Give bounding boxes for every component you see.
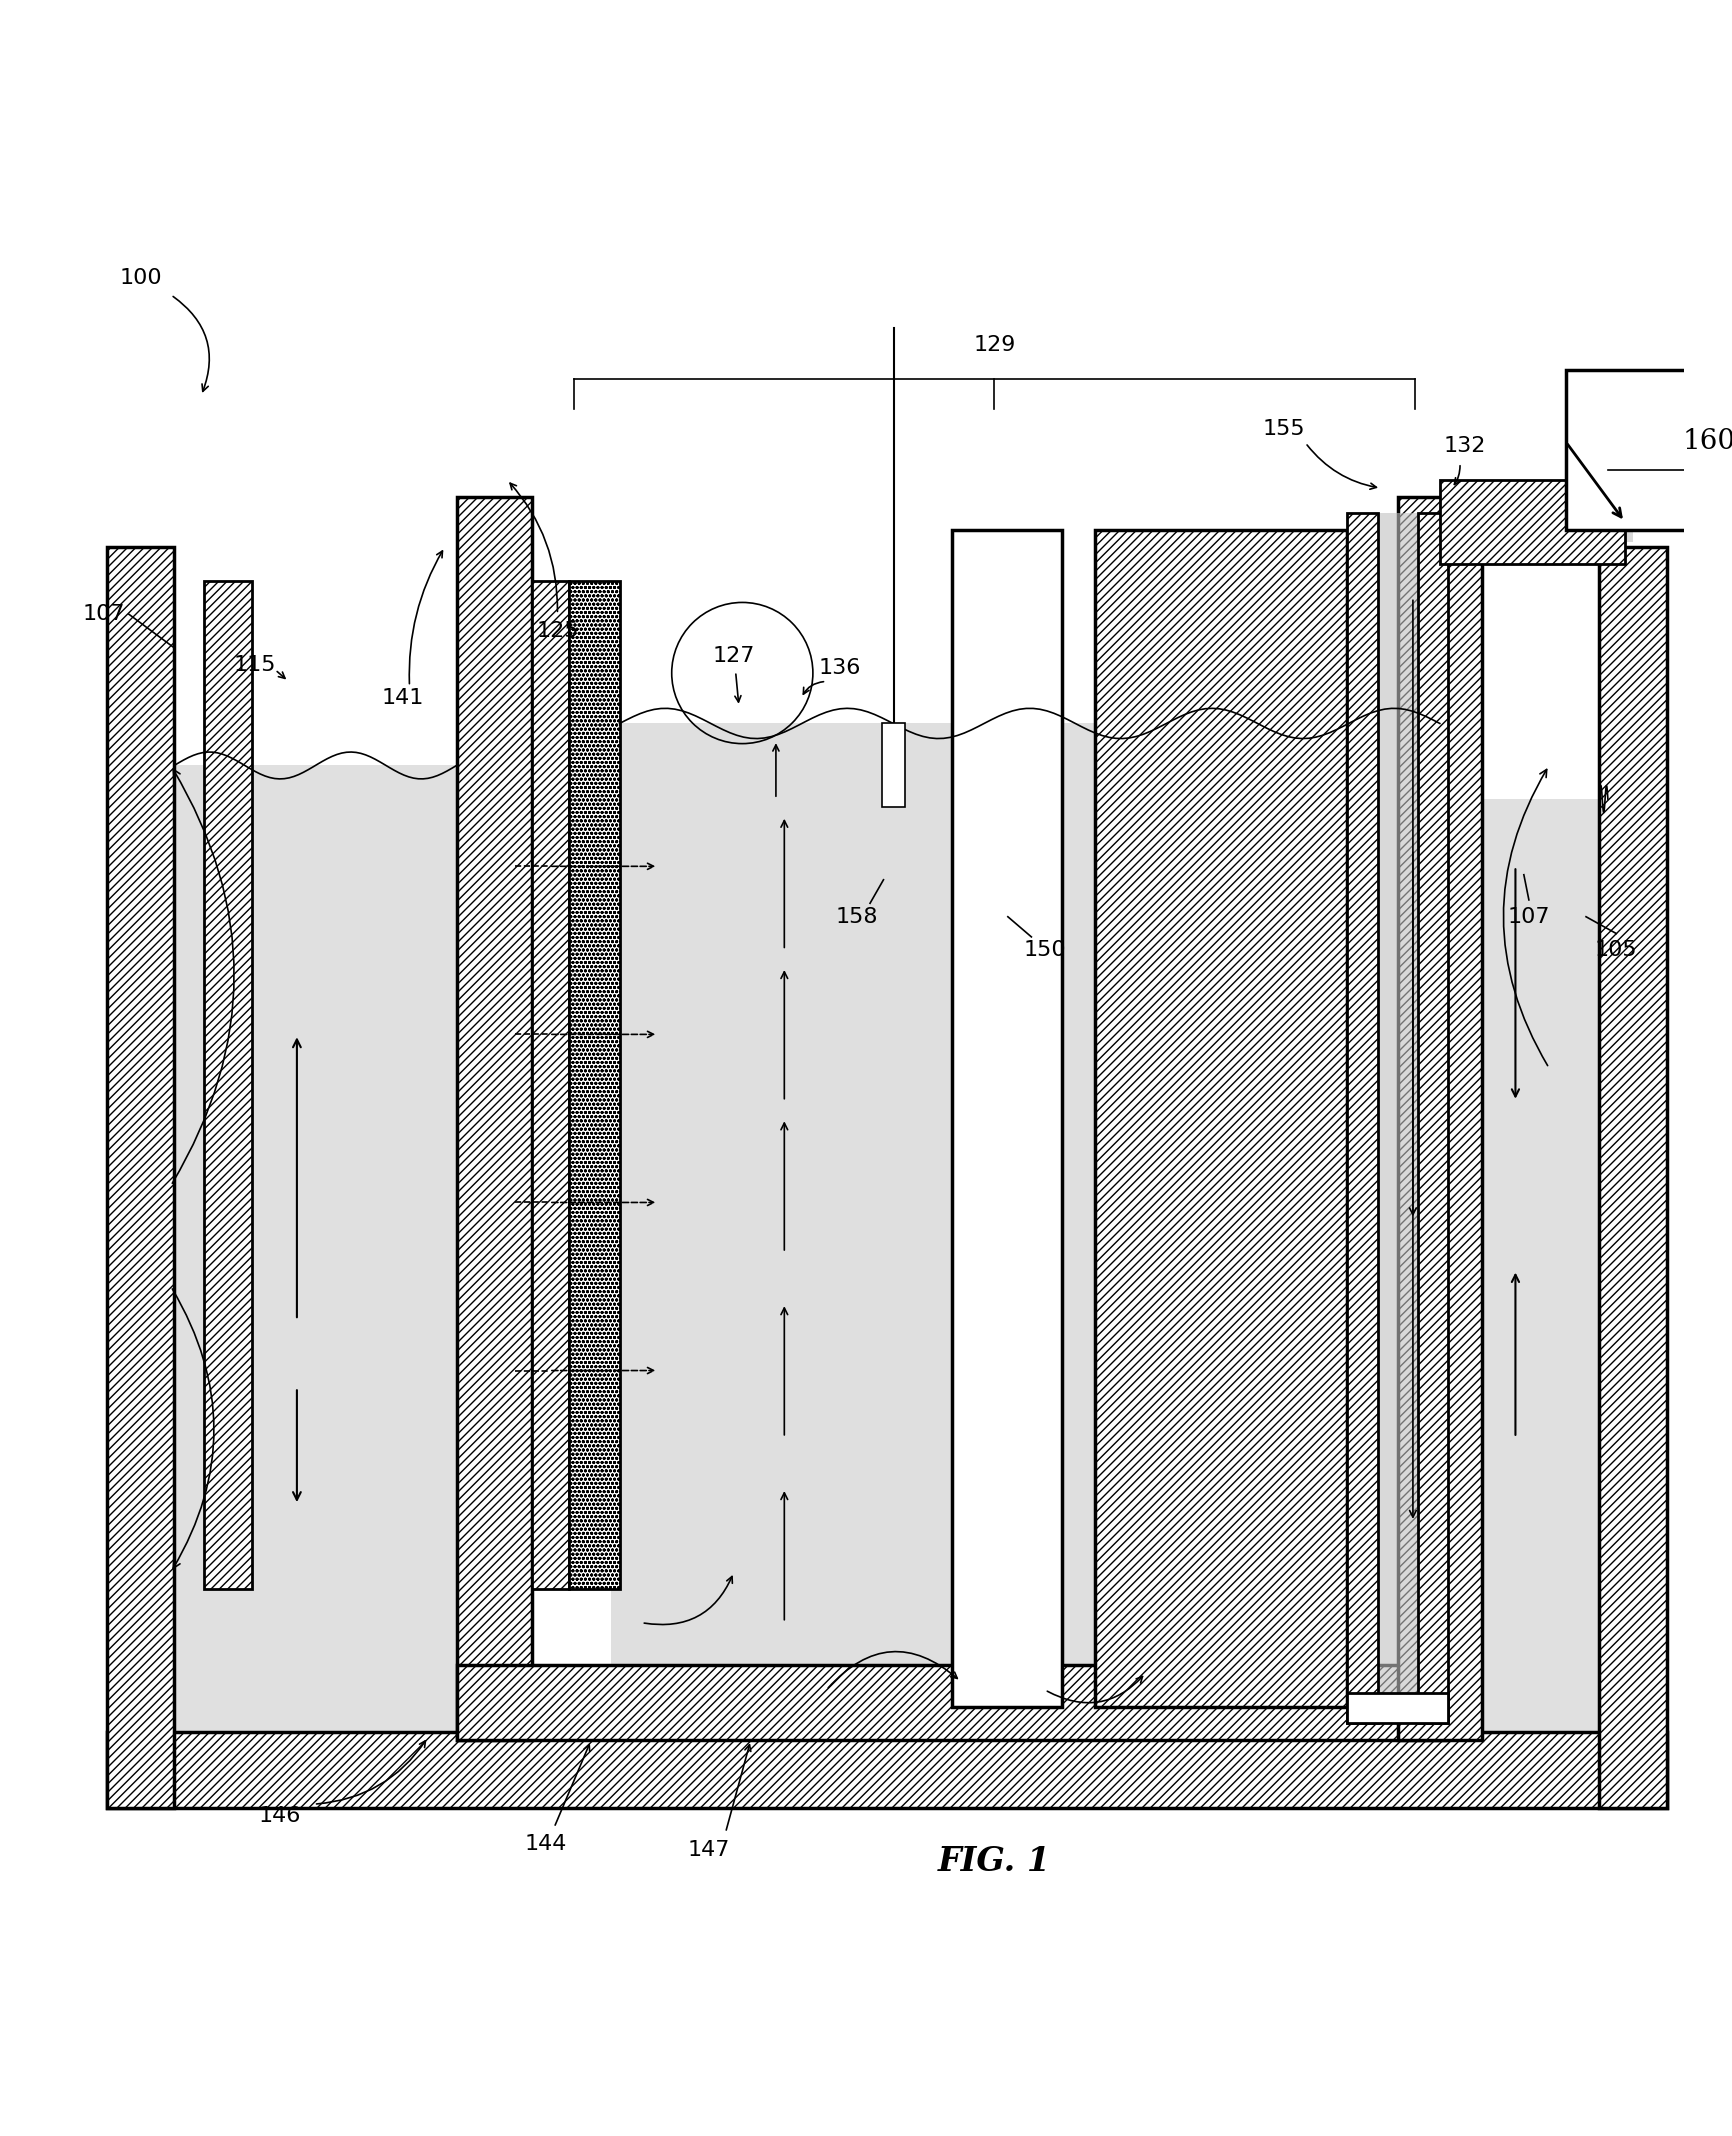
Bar [456, 496, 532, 1741]
Text: 144: 144 [525, 1835, 566, 1854]
Text: 105: 105 [1593, 940, 1637, 961]
Bar [882, 724, 904, 807]
Text: 146: 146 [258, 1805, 301, 1826]
Text: 150: 150 [1024, 940, 1065, 961]
Text: 155: 155 [1261, 419, 1304, 440]
Bar [1377, 513, 1417, 1694]
Bar [1566, 370, 1732, 530]
Text: 136: 136 [818, 658, 861, 677]
Bar [1599, 547, 1666, 1807]
Bar [568, 581, 620, 1589]
Bar [1095, 530, 1346, 1707]
Text: 127: 127 [712, 647, 755, 666]
Bar [175, 765, 456, 1741]
Text: 107: 107 [1507, 908, 1548, 927]
Bar [1469, 502, 1632, 543]
Text: 129: 129 [973, 335, 1015, 355]
Bar [1439, 481, 1625, 564]
Bar [204, 581, 251, 1589]
Bar [611, 724, 1095, 1672]
Bar [1481, 799, 1599, 1741]
Bar [107, 1732, 1666, 1807]
Text: 141: 141 [381, 688, 424, 709]
Bar [532, 581, 568, 1589]
Text: 160: 160 [1682, 429, 1732, 455]
Bar [953, 530, 1062, 1707]
Text: 100: 100 [120, 267, 161, 288]
Text: FIG. 1: FIG. 1 [937, 1846, 1050, 1878]
Text: 125: 125 [535, 622, 578, 641]
Text: 115: 115 [234, 654, 275, 675]
Text: 147: 147 [688, 1839, 729, 1860]
Bar [107, 547, 175, 1807]
Text: 158: 158 [835, 908, 878, 927]
Bar [1346, 513, 1377, 1724]
Text: 107: 107 [83, 604, 125, 624]
Text: 132: 132 [1443, 436, 1486, 457]
Bar [1398, 496, 1481, 1741]
Bar [1417, 513, 1448, 1724]
Bar [456, 1664, 1448, 1741]
Bar [1346, 1694, 1448, 1724]
